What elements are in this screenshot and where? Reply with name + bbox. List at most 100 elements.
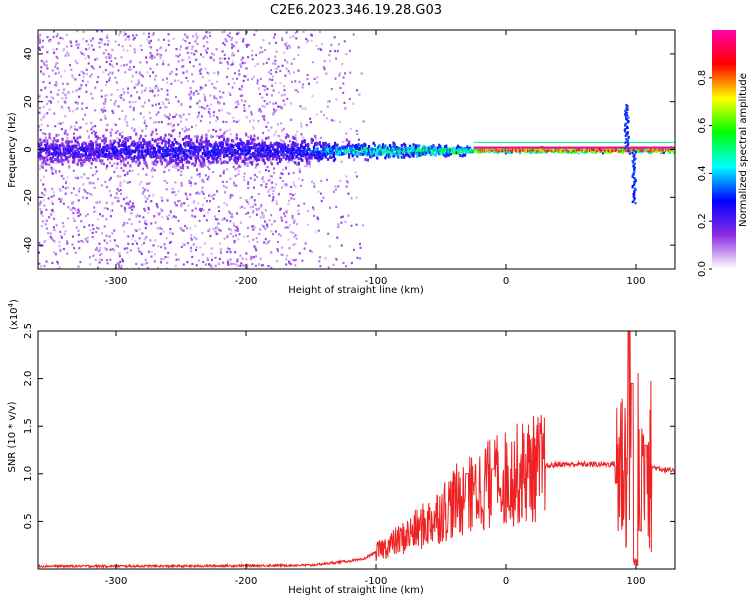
heatmap-cell: [577, 152, 580, 155]
heatmap-cell: [90, 152, 93, 156]
heatmap-cell: [39, 179, 42, 182]
heatmap-cell: [259, 77, 262, 80]
heatmap-cell: [71, 147, 75, 151]
heatmap-cell: [301, 152, 304, 156]
heatmap-cell: [105, 186, 108, 189]
heatmap-cell: [61, 107, 64, 110]
heatmap-cell: [251, 78, 253, 81]
heatmap-cell: [245, 162, 248, 165]
heatmap-cell: [178, 147, 181, 151]
heatmap-cell: [610, 149, 613, 152]
heatmap-cell: [220, 148, 223, 152]
heatmap-cell: [138, 183, 141, 186]
heatmap-cell: [195, 248, 197, 252]
heatmap-cell: [334, 146, 337, 150]
heatmap-cell: [67, 106, 70, 109]
heatmap-cell: [53, 240, 56, 243]
heatmap-cell: [261, 105, 264, 108]
heatmap-cell: [174, 158, 178, 161]
heatmap-cell: [349, 149, 352, 152]
heatmap-cell: [656, 147, 660, 150]
heatmap-cell: [77, 199, 80, 202]
heatmap-cell: [105, 201, 108, 204]
heatmap-cell: [274, 33, 276, 36]
heatmap-cell: [263, 105, 266, 108]
heatmap-cell: [272, 147, 275, 151]
heatmap-cell: [584, 150, 587, 153]
heatmap-cell: [104, 180, 107, 183]
heatmap-cell: [41, 161, 44, 165]
heatmap-cell: [78, 187, 81, 190]
heatmap-cell: [123, 221, 126, 225]
heatmap-cell: [275, 149, 278, 153]
heatmap-cell: [264, 85, 267, 88]
heatmap-cell: [224, 147, 227, 151]
heatmap-cell: [106, 94, 109, 97]
heatmap-cell: [236, 258, 239, 261]
heatmap-cell: [110, 128, 113, 131]
heatmap-cell: [39, 41, 41, 44]
heatmap-cell: [429, 153, 433, 157]
heatmap-cell: [112, 139, 115, 142]
heatmap-cell: [211, 155, 214, 159]
heatmap-cell: [385, 153, 388, 157]
heatmap-cell: [276, 161, 279, 165]
heatmap-cell: [225, 148, 228, 152]
heatmap-cell: [110, 153, 113, 157]
heatmap-cell: [177, 190, 180, 193]
heatmap-cell: [68, 164, 71, 167]
heatmap-cell: [246, 265, 249, 268]
heatmap-cell: [73, 161, 76, 164]
heatmap-cell: [291, 146, 295, 150]
heatmap-cell: [88, 135, 90, 138]
heatmap-cell: [202, 180, 205, 183]
heatmap-cell: [236, 260, 239, 263]
heatmap-cell: [209, 94, 212, 97]
heatmap-cell: [76, 162, 79, 166]
heatmap-cell: [126, 124, 129, 127]
heatmap-cell: [155, 84, 158, 88]
heatmap-cell: [170, 70, 173, 73]
heatmap-cell: [287, 161, 290, 164]
heatmap-cell: [613, 149, 616, 152]
heatmap-cell: [96, 246, 98, 250]
heatmap-cell: [151, 162, 154, 165]
heatmap-cell: [43, 204, 46, 207]
heatmap-cell: [285, 67, 288, 70]
heatmap-cell: [663, 149, 667, 152]
heatmap-cell: [188, 155, 192, 159]
heatmap-cell: [196, 116, 199, 119]
heatmap-cell: [190, 246, 193, 249]
heatmap-cell: [95, 201, 98, 204]
heatmap-cell: [250, 196, 253, 199]
heatmap-cell: [289, 154, 292, 158]
heatmap-cell: [551, 148, 554, 151]
heatmap-cell: [220, 161, 223, 165]
heatmap-cell: [461, 154, 464, 158]
heatmap-cell: [114, 40, 117, 43]
heatmap-cell: [192, 153, 195, 157]
heatmap-cell: [145, 173, 148, 176]
heatmap-cell: [227, 263, 230, 266]
heatmap-cell: [155, 128, 158, 132]
heatmap-cell: [158, 213, 161, 216]
heatmap-cell: [358, 146, 361, 150]
heatmap-cell: [347, 192, 350, 195]
heatmap-cell: [327, 266, 330, 269]
heatmap-cell: [174, 80, 177, 83]
heatmap-cell: [335, 258, 338, 261]
heatmap-cell: [293, 221, 296, 224]
heatmap-cell: [129, 206, 132, 209]
heatmap-cell: [322, 196, 325, 199]
heatmap-cell: [49, 232, 52, 235]
heatmap-cell: [190, 176, 193, 179]
heatmap-cell: [229, 156, 233, 160]
heatmap-cell: [313, 185, 316, 188]
heatmap-cell: [54, 125, 57, 128]
heatmap-cell: [109, 71, 112, 74]
heatmap-cell: [200, 146, 203, 150]
heatmap-cell: [310, 152, 313, 156]
heatmap-cell: [101, 148, 104, 152]
heatmap-cell: [213, 71, 216, 74]
